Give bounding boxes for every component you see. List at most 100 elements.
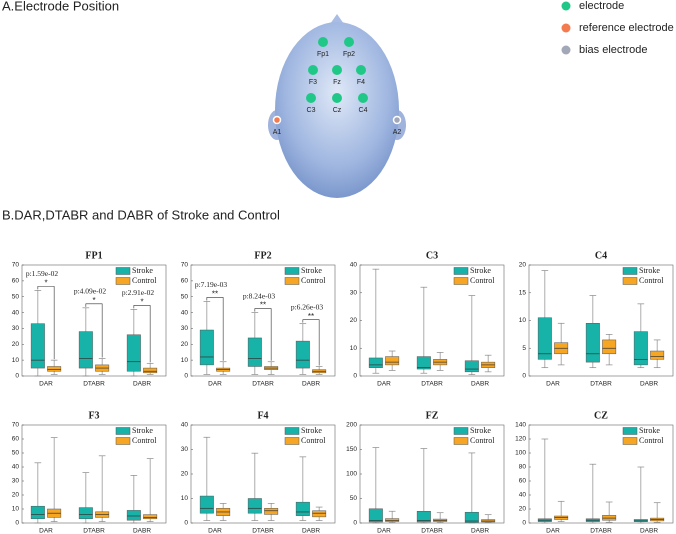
legend-label: Stroke [470, 426, 491, 435]
y-tick-label: 70 [181, 262, 189, 269]
legend-label: Control [301, 276, 326, 285]
legend-label: Control [639, 276, 664, 285]
x-tick-label: DAR [208, 381, 222, 388]
y-tick-label: 100 [346, 471, 357, 478]
nose [330, 14, 344, 24]
x-tick-label: DTABR [252, 381, 274, 388]
box [416, 356, 431, 370]
x-tick-label: DABR [133, 381, 151, 388]
y-tick-label: 50 [12, 450, 20, 457]
y-tick-label: 40 [519, 492, 527, 499]
box [199, 495, 214, 514]
x-tick-label: DTABR [252, 528, 274, 534]
significance-bracket [85, 303, 103, 358]
y-tick-label: 60 [12, 278, 20, 285]
plot-frame [528, 424, 674, 524]
box [633, 331, 648, 366]
y-tick-label: 40 [12, 464, 20, 471]
y-tick-label: 5 [522, 345, 526, 352]
electrode-label: Cz [333, 107, 342, 114]
legend-label: Stroke [132, 426, 153, 435]
y-tick-label: 100 [515, 450, 526, 457]
box [295, 501, 310, 516]
y-tick-label: 70 [12, 262, 20, 269]
y-tick-label: 60 [181, 278, 189, 285]
electrode [332, 65, 342, 75]
y-tick-label: 10 [12, 357, 20, 364]
p-value: p:6.26e-03 [291, 302, 324, 311]
y-tick-label: 40 [12, 309, 20, 316]
legend-label: Control [470, 276, 495, 285]
y-tick-label: 0 [522, 373, 526, 380]
legend-swatch [622, 437, 638, 445]
box [247, 498, 262, 514]
significance-bracket [254, 308, 272, 361]
legend-swatch [115, 267, 131, 275]
chart-title: FZ [426, 410, 439, 421]
x-tick-label: DTABR [83, 528, 105, 534]
y-tick-label: 10 [181, 495, 189, 502]
p-value: p:4.09e-02 [74, 287, 107, 296]
panel-a-title: A.Electrode Position [2, 0, 119, 13]
legend-label: Stroke [301, 426, 322, 435]
p-value: p:7.19e-03 [195, 280, 228, 289]
scalp [275, 22, 399, 198]
legend-label: bias electrode [579, 44, 648, 56]
head [268, 14, 406, 198]
legend-swatch [115, 277, 131, 285]
box [264, 508, 279, 515]
y-tick-label: 50 [12, 293, 20, 300]
box [585, 323, 600, 363]
significance-star: * [140, 298, 143, 307]
box [47, 366, 62, 372]
legend-label: electrode [579, 0, 624, 12]
y-tick-label: 10 [12, 506, 20, 513]
legend-swatch [284, 277, 300, 285]
legend-swatch [284, 267, 300, 275]
legend-label: Control [301, 436, 326, 445]
significance-bracket [37, 286, 55, 360]
legend-swatch [115, 427, 131, 435]
y-tick-label: 20 [181, 471, 189, 478]
electrode-label: F4 [357, 79, 365, 86]
y-tick-label: 120 [515, 436, 526, 443]
panel-b-title: B.DAR,DTABR and DABR of Stroke and Contr… [2, 207, 280, 222]
x-tick-label: DAR [546, 528, 560, 534]
box [416, 510, 431, 523]
legend-dot [561, 23, 571, 33]
legend-label: reference electrode [579, 22, 674, 34]
box [633, 519, 648, 522]
y-tick-label: 40 [181, 309, 189, 316]
box [385, 356, 400, 366]
legend-swatch [453, 277, 469, 285]
plot-frame [21, 424, 167, 524]
box [368, 357, 383, 368]
y-tick-label: 40 [181, 422, 189, 429]
y-tick-label: 0 [184, 520, 188, 527]
electrode-label: Fp1 [317, 51, 329, 58]
significance-star: * [44, 278, 47, 287]
legend-label: Control [639, 436, 664, 445]
y-tick-label: 0 [353, 520, 357, 527]
legend-swatch [453, 437, 469, 445]
y-tick-label: 0 [15, 373, 19, 380]
y-tick-label: 60 [12, 436, 20, 443]
electrode-label: Fz [333, 79, 341, 86]
legend-swatch [622, 277, 638, 285]
y-tick-label: 20 [12, 341, 20, 348]
x-tick-label: DABR [640, 381, 658, 388]
legend-label: Control [470, 436, 495, 445]
y-tick-label: 20 [519, 262, 527, 269]
y-tick-label: 50 [181, 293, 189, 300]
y-tick-label: 30 [181, 446, 189, 453]
box [385, 518, 400, 522]
significance-bracket [133, 305, 151, 363]
box [368, 508, 383, 523]
x-tick-label: DAR [208, 528, 222, 534]
legend-swatch [453, 427, 469, 435]
box [143, 367, 158, 374]
electrode [332, 93, 342, 103]
legend-label: Stroke [470, 266, 491, 275]
chart-title: C3 [426, 250, 438, 261]
